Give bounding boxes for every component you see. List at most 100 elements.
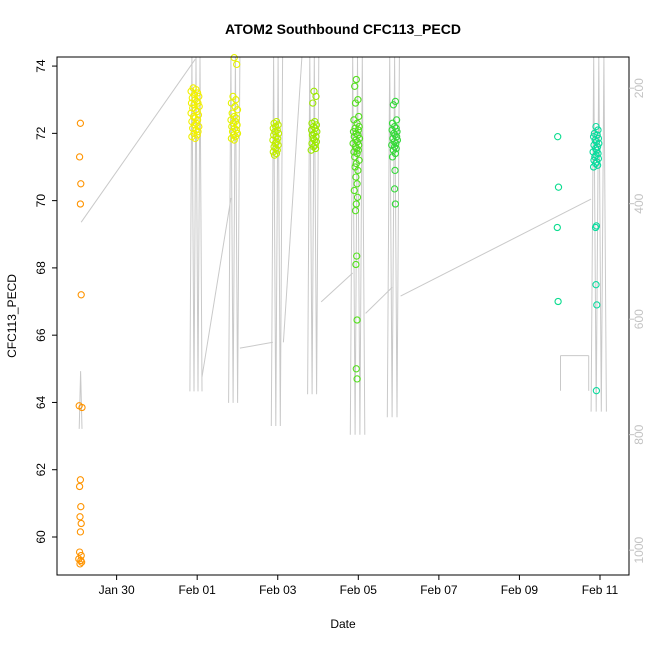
y-tick-label: 66	[34, 328, 48, 342]
data-point	[352, 260, 360, 269]
data-point	[593, 158, 601, 166]
data-point	[311, 124, 319, 132]
data-point	[76, 119, 85, 127]
right-tick-label: 1000	[632, 536, 646, 563]
data-point	[232, 96, 240, 104]
pressure-band	[78, 371, 83, 429]
data-point	[352, 75, 360, 84]
data-points	[75, 54, 603, 568]
data-point	[77, 291, 85, 299]
data-point	[391, 166, 399, 175]
data-point	[352, 159, 360, 168]
data-point	[231, 133, 240, 141]
data-point	[355, 112, 363, 121]
data-point	[589, 163, 598, 171]
data-point	[191, 134, 199, 143]
data-point	[192, 85, 200, 94]
y-tick-label: 62	[34, 463, 48, 477]
data-point	[353, 180, 361, 188]
x-tick-label: Feb 11	[582, 583, 619, 597]
data-point	[76, 513, 84, 521]
data-point	[354, 146, 362, 154]
y-tick-label: 74	[34, 59, 48, 73]
x-tick-label: Feb 05	[340, 583, 378, 597]
pressure-segment	[400, 198, 592, 297]
pressure-segment	[320, 272, 354, 303]
data-point	[593, 301, 601, 309]
data-point	[77, 503, 85, 511]
data-point	[230, 136, 238, 144]
pressure-band	[228, 56, 241, 403]
data-point	[312, 92, 320, 101]
data-point	[270, 151, 279, 159]
data-point	[388, 153, 397, 161]
pressure-trace	[78, 56, 607, 435]
data-point	[309, 99, 317, 107]
data-point	[76, 560, 84, 568]
data-point	[351, 82, 359, 90]
data-point	[77, 558, 86, 566]
pressure-segment	[282, 56, 303, 343]
pressure-band	[270, 56, 284, 427]
pressure-band	[307, 56, 320, 395]
data-point	[352, 173, 360, 181]
data-point	[355, 122, 363, 131]
data-point	[350, 186, 358, 195]
data-point	[353, 375, 361, 383]
data-point	[592, 387, 601, 395]
y-tick-label: 70	[34, 194, 48, 208]
pressure-segment	[239, 341, 273, 349]
pressure-band	[386, 56, 400, 418]
right-tick-label: 200	[632, 78, 646, 98]
data-point	[390, 185, 399, 193]
chart-title: ATOM2 Southbound CFC113_PECD	[225, 21, 461, 37]
data-point	[351, 99, 360, 107]
data-point	[76, 528, 85, 536]
data-point	[351, 207, 360, 215]
y-tick-label: 64	[34, 395, 48, 409]
data-point	[272, 149, 281, 158]
x-axis-label: Date	[330, 617, 356, 631]
data-point	[353, 193, 362, 201]
data-point	[391, 200, 400, 208]
y-axis-label: CFC113_PECD	[5, 274, 19, 358]
data-point	[76, 200, 85, 208]
data-point	[352, 365, 360, 373]
pressure-segment	[365, 287, 393, 314]
data-point	[352, 200, 360, 208]
y-tick-label: 72	[34, 126, 48, 140]
data-point	[554, 297, 562, 306]
data-point	[592, 281, 600, 289]
data-point	[75, 482, 84, 491]
data-point	[75, 153, 84, 161]
data-point	[593, 161, 602, 169]
right-tick-label: 800	[632, 424, 646, 444]
data-point	[554, 183, 563, 191]
data-point	[230, 54, 238, 62]
pressure-segment	[201, 197, 232, 377]
data-point	[194, 128, 202, 136]
data-point	[77, 180, 85, 188]
right-tick-label: 400	[632, 193, 646, 213]
x-tick-label: Feb 03	[259, 583, 297, 597]
data-point	[233, 60, 241, 69]
y-tick-label: 60	[34, 530, 48, 544]
data-point	[554, 133, 562, 141]
x-tick-label: Feb 07	[420, 583, 458, 597]
data-point	[593, 146, 601, 154]
x-tick-label: Feb 01	[179, 583, 217, 597]
x-tick-label: Jan 30	[99, 583, 135, 597]
data-point	[353, 316, 361, 324]
pressure-segment	[80, 59, 196, 223]
data-point	[194, 99, 202, 107]
data-point	[353, 252, 361, 260]
data-point	[190, 101, 198, 109]
y-tick-label: 68	[34, 261, 48, 275]
data-point	[390, 143, 399, 151]
data-point	[354, 166, 362, 175]
data-point	[311, 141, 319, 149]
data-point	[76, 476, 85, 484]
x-tick-label: Feb 09	[501, 583, 539, 597]
data-point	[311, 144, 320, 153]
